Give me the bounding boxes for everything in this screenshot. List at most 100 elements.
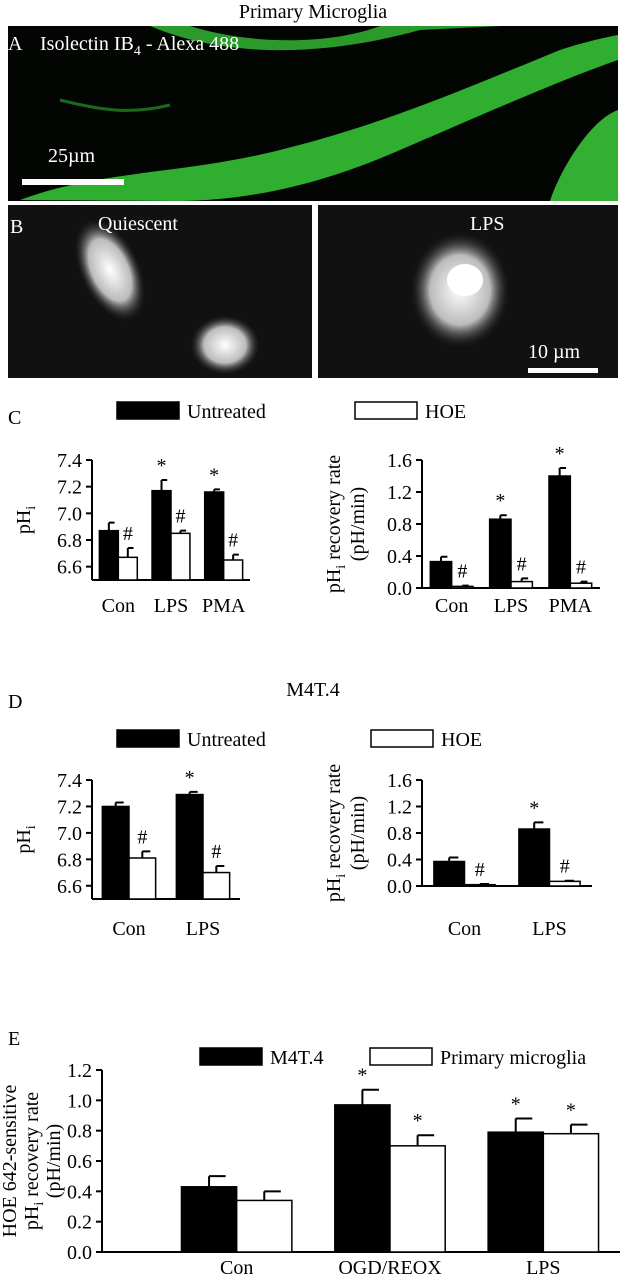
chart-title: M4T.4	[286, 679, 340, 701]
y-tick-label: 0.0	[387, 578, 412, 600]
significance-marker: *	[495, 490, 505, 512]
y-axis-label-part: i	[24, 506, 39, 510]
y-axis-label: pHi	[13, 825, 39, 853]
y-axis-label-part: i	[334, 565, 349, 569]
error-bar	[215, 864, 225, 873]
bar	[548, 475, 572, 589]
bar	[429, 560, 453, 589]
error-bar	[558, 467, 567, 476]
y-tick-label: 1.2	[387, 482, 412, 504]
panel-letter: B	[10, 216, 23, 238]
bar	[151, 489, 172, 581]
y-tick-label: 7.0	[57, 823, 82, 845]
scale-bar-label: 25µm	[48, 145, 96, 167]
y-axis-label-part: pH	[323, 569, 345, 593]
significance-marker: *	[555, 443, 565, 465]
y-axis-label-part: pH	[13, 829, 35, 853]
error-bar	[213, 488, 220, 492]
error-bar	[361, 1088, 379, 1105]
y-axis-label-part: i	[32, 1202, 47, 1206]
x-tick-label: LPS	[154, 595, 188, 617]
error-bar	[439, 555, 448, 562]
y-tick-label: 7.2	[57, 477, 82, 499]
y-axis-label-part: i	[334, 874, 349, 878]
micrograph-b: B Quiescent LPS 10 µm	[8, 205, 618, 378]
significance-marker: *	[185, 767, 195, 789]
condition-label: LPS	[470, 213, 504, 235]
bar	[180, 1186, 238, 1253]
condition-label: Quiescent	[98, 213, 178, 235]
error-bar	[126, 547, 134, 558]
x-tick-label: Con	[102, 595, 135, 617]
significance-marker: *	[511, 1094, 521, 1116]
y-tick-label: 0.6	[67, 1151, 92, 1173]
bar	[510, 580, 534, 589]
scale-bar-label: 10 µm	[528, 341, 581, 363]
y-tick-label: 6.6	[57, 876, 82, 898]
y-tick-label: 1.6	[387, 450, 412, 472]
y-tick-label: 0.0	[67, 1242, 92, 1264]
bar	[203, 491, 225, 581]
legend-label: Untreated	[187, 729, 266, 751]
legend-swatch	[370, 729, 434, 748]
x-tick-label: Con	[435, 595, 468, 617]
significance-marker: #	[576, 557, 586, 579]
y-axis-label-part: pH	[13, 510, 35, 534]
bar	[222, 559, 244, 581]
y-tick-label: 7.4	[57, 450, 82, 472]
y-tick-label: 0.8	[387, 823, 412, 845]
legend-swatch	[116, 401, 180, 420]
legend-swatch	[199, 1047, 263, 1066]
y-tick-label: 0.2	[67, 1212, 92, 1234]
error-bar	[569, 1123, 588, 1134]
bar	[334, 1104, 391, 1253]
bar	[117, 556, 139, 581]
legend-label: HOE	[441, 729, 482, 751]
error-bar	[141, 850, 151, 859]
bar	[98, 529, 120, 581]
significance-marker: *	[413, 1110, 423, 1132]
y-tick-label: 0.8	[67, 1121, 92, 1143]
legend-swatch	[369, 1047, 433, 1066]
error-bar	[514, 1117, 533, 1133]
y-tick-label: 6.8	[57, 530, 82, 552]
significance-marker: #	[228, 530, 238, 552]
y-tick-label: 0.8	[387, 514, 412, 536]
y-tick-label: 7.4	[57, 770, 82, 792]
significance-marker: #	[123, 523, 133, 545]
legend-label: HOE	[425, 401, 466, 423]
x-tick-label: OGD/REOX	[338, 1257, 442, 1279]
y-tick-label: 0.4	[387, 546, 412, 568]
error-bar	[499, 514, 507, 520]
stain-label: Isolectin IB4 - Alexa 488	[40, 33, 239, 59]
legend-swatch	[116, 729, 180, 748]
y-axis-label: pHi recovery rate	[323, 455, 349, 593]
x-tick-label: LPS	[494, 595, 528, 617]
legend-label: Untreated	[187, 401, 266, 423]
y-tick-label: 0.4	[387, 850, 412, 872]
x-tick-label: LPS	[526, 1257, 560, 1279]
bar	[450, 585, 474, 589]
x-tick-label: LPS	[532, 918, 566, 940]
y-axis-label-part: i	[24, 825, 39, 829]
significance-marker: #	[211, 841, 221, 863]
x-tick-label: Con	[112, 918, 145, 940]
y-tick-label: 0.0	[387, 876, 412, 898]
significance-marker: #	[137, 826, 147, 848]
error-bar	[160, 479, 168, 491]
bar	[128, 857, 157, 900]
y-tick-label: 0.4	[67, 1181, 92, 1203]
error-bar	[114, 801, 124, 807]
y-axis-label-part: pH	[21, 1206, 43, 1230]
stain-label-text: - Alexa 488	[141, 33, 239, 55]
error-bar	[107, 521, 115, 531]
y-tick-label: 6.8	[57, 849, 82, 871]
y-axis-label: (pH/min)	[347, 487, 369, 561]
y-axis-label-part: recovery rate	[323, 455, 345, 565]
significance-marker: *	[529, 797, 539, 819]
y-axis-label: pHi recovery rate	[323, 764, 349, 902]
error-bar	[533, 821, 544, 830]
legend-swatch	[354, 401, 418, 420]
y-axis-label: pHi	[13, 506, 39, 534]
significance-marker: #	[475, 859, 485, 881]
